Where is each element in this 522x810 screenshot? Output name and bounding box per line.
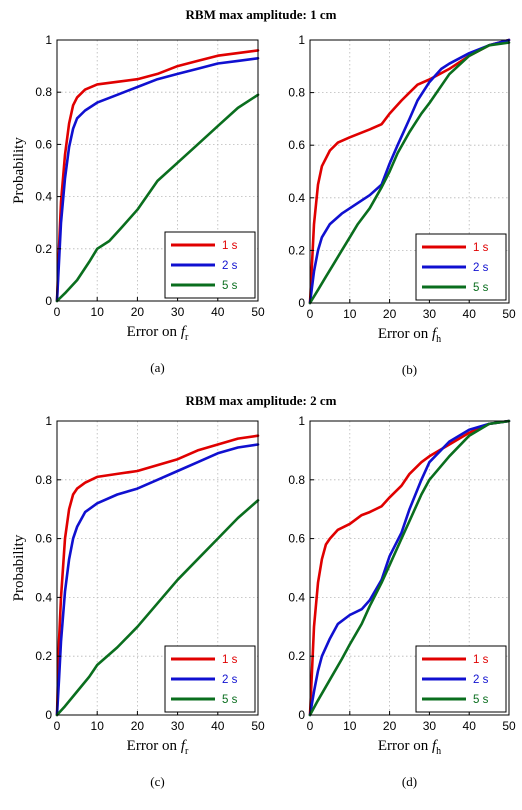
series-line-5s — [55, 499, 260, 717]
x-tick-label: 50 — [502, 307, 516, 321]
plot-area-frame — [56, 420, 259, 716]
y-tick-label: 1 — [45, 414, 52, 428]
legend-label-1s: 1 s — [473, 242, 489, 254]
y-tick-label: 0.8 — [35, 85, 52, 99]
legend-label-1s: 1 s — [222, 240, 238, 252]
y-tick-label: 0.8 — [288, 473, 305, 487]
legend-label-2s: 2 s — [222, 260, 238, 272]
y-tick-label: 0.8 — [35, 473, 52, 487]
x-tick-label: 40 — [211, 719, 225, 733]
legend-label-2s: 2 s — [473, 262, 489, 274]
legend-label-5s: 5 s — [222, 694, 238, 706]
y-tick-label: 0.4 — [35, 590, 52, 604]
legend: 1 s 2 s 5 s — [164, 645, 256, 713]
legend: 1 s 2 s 5 s — [415, 645, 507, 713]
series-line-5s — [308, 419, 511, 717]
row1-title: RBM max amplitude: 1 cm — [186, 7, 337, 22]
y-tick-label: 0 — [45, 294, 52, 308]
legend-label-1s: 1 s — [222, 654, 238, 666]
panel-c: 0 10 20 30 40 50 0 0.2 0.4 0.6 0.8 1 Probability Erro… — [11, 414, 265, 789]
series-line-2s — [55, 56, 260, 303]
x-tick-label: 50 — [502, 719, 516, 733]
x-axis-label: Error on fr — [127, 324, 189, 343]
y-axis-label: Probability — [11, 534, 27, 601]
y-tick-label: 0.6 — [35, 532, 52, 546]
y-tick-label: 1 — [298, 33, 305, 47]
x-axis-label: Error on fr — [127, 738, 189, 757]
x-tick-label: 20 — [383, 719, 397, 733]
y-tick-label: 0.2 — [35, 649, 52, 663]
y-tick-label: 0.2 — [288, 649, 305, 663]
y-tick-label: 0.2 — [288, 243, 305, 257]
x-axis-label: Error on fh — [378, 738, 441, 757]
x-tick-label: 50 — [251, 305, 265, 319]
x-tick-label: 40 — [211, 305, 225, 319]
panel-label: (d) — [402, 774, 417, 789]
plot-area-frame — [309, 420, 510, 716]
plot-area-frame — [56, 39, 259, 302]
x-tick-label: 30 — [171, 719, 185, 733]
series-line-5s — [55, 93, 260, 303]
x-tick-label: 20 — [383, 307, 397, 321]
y-tick-label: 0.2 — [35, 242, 52, 256]
legend-label-5s: 5 s — [473, 282, 489, 294]
x-tick-label: 0 — [307, 719, 314, 733]
panel-a: 0 10 20 30 40 50 0 0.2 0.4 0.6 0.8 1 Probability Erro… — [11, 33, 265, 375]
y-tick-label: 0.4 — [35, 190, 52, 204]
panel-label: (c) — [150, 774, 164, 789]
series-line-1s — [55, 49, 260, 303]
y-tick-label: 0 — [45, 708, 52, 722]
series-line-2s — [55, 443, 260, 717]
legend-label-2s: 2 s — [222, 674, 238, 686]
y-tick-label: 1 — [45, 33, 52, 47]
x-tick-label: 40 — [463, 307, 477, 321]
y-tick-label: 0 — [298, 708, 305, 722]
series-line-5s — [308, 41, 511, 305]
series-line-2s — [308, 38, 511, 305]
x-tick-label: 10 — [343, 307, 357, 321]
y-axis-label: Probability — [11, 137, 27, 204]
y-tick-label: 0.8 — [288, 86, 305, 100]
x-tick-label: 20 — [131, 719, 145, 733]
x-tick-label: 40 — [463, 719, 477, 733]
x-tick-label: 30 — [423, 719, 437, 733]
x-tick-label: 0 — [54, 719, 61, 733]
x-tick-label: 0 — [307, 307, 314, 321]
x-tick-label: 20 — [131, 305, 145, 319]
legend: 1 s 2 s 5 s — [415, 233, 507, 301]
legend-label-1s: 1 s — [473, 654, 489, 666]
panel-d: 0 10 20 30 40 50 0 0.2 0.4 0.6 0.8 1 Error on fh (d) 1… — [288, 414, 516, 789]
row2-title: RBM max amplitude: 2 cm — [186, 393, 337, 408]
y-tick-label: 0.6 — [35, 137, 52, 151]
y-tick-label: 0.4 — [288, 191, 305, 205]
legend-label-5s: 5 s — [222, 280, 238, 292]
series-line-1s — [55, 434, 260, 717]
x-tick-label: 10 — [91, 305, 105, 319]
x-axis-label: Error on fh — [378, 326, 441, 345]
y-tick-label: 0.4 — [288, 590, 305, 604]
x-tick-label: 50 — [251, 719, 265, 733]
legend-label-2s: 2 s — [473, 674, 489, 686]
y-tick-label: 0.6 — [288, 138, 305, 152]
y-tick-label: 0 — [298, 296, 305, 310]
series-line-1s — [308, 38, 511, 305]
x-tick-label: 30 — [171, 305, 185, 319]
y-tick-label: 1 — [298, 414, 305, 428]
legend-label-5s: 5 s — [473, 694, 489, 706]
legend: 1 s 2 s 5 s — [164, 231, 256, 299]
chart-panels: 0 10 20 30 40 5000.20.40.60.81ProbabilityErro… — [11, 33, 516, 789]
x-tick-label: 10 — [343, 719, 357, 733]
x-tick-label: 30 — [423, 307, 437, 321]
plot-area-frame — [309, 39, 510, 304]
panel-label: (b) — [402, 362, 417, 377]
x-tick-label: 0 — [54, 305, 61, 319]
panel-label: (a) — [150, 360, 164, 375]
y-tick-label: 0.6 — [288, 532, 305, 546]
panel-b: 0 10 20 30 40 50 0 0.2 0.4 0.6 0.8 1 Error on fh (b) 1… — [288, 33, 516, 377]
x-tick-label: 10 — [91, 719, 105, 733]
